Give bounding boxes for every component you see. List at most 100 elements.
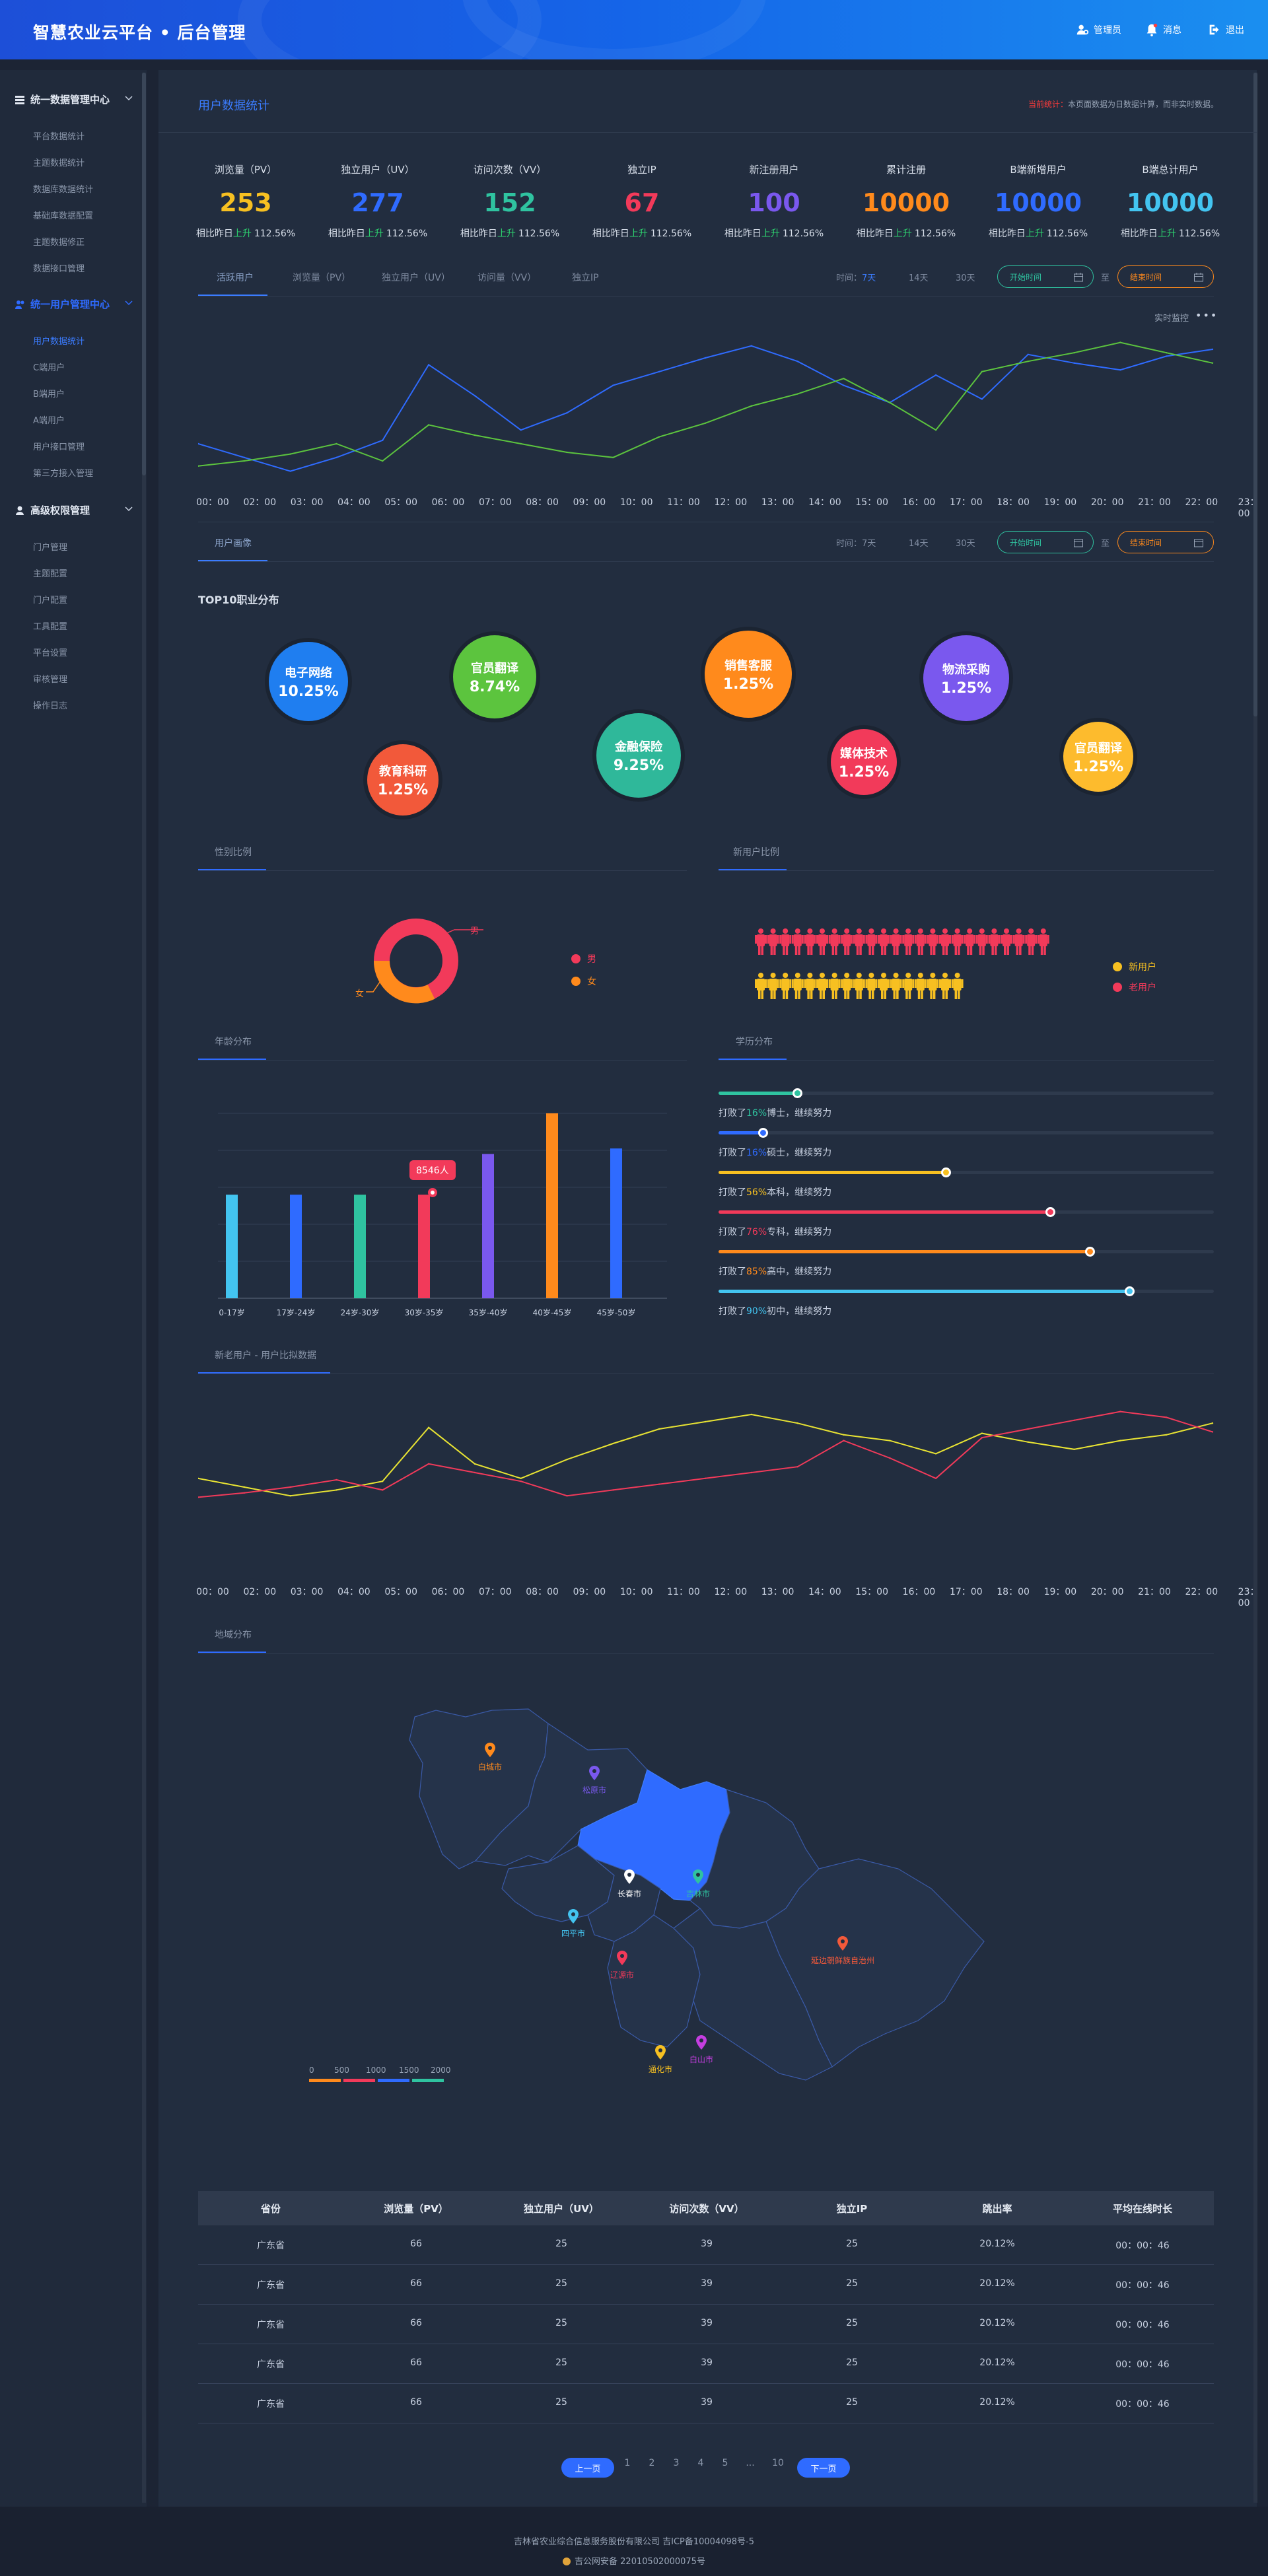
sidebar-item-data-api[interactable]: 数据接口管理 [33,264,85,274]
progress-handle[interactable] [1045,1207,1055,1217]
map-pin-icon[interactable] [568,1909,579,1926]
page-number[interactable]: 2 [649,2458,655,2468]
start-date-button[interactable]: 开始时间 [997,531,1094,553]
page-number[interactable]: 4 [697,2458,704,2468]
compare-percent: 112.56% [254,228,296,239]
series-point [1211,362,1214,364]
series-point [520,1477,522,1479]
page-number[interactable]: 3 [673,2458,680,2468]
map-pin-icon[interactable] [693,1869,703,1887]
person-figure [890,973,902,999]
range-14days[interactable]: 14天 [909,273,929,283]
hour-tick-label: 11：00 [667,497,700,508]
sidebar-item-user-api[interactable]: 用户接口管理 [33,442,85,452]
sidebar-group-permission[interactable]: 高级权限管理 [15,503,133,517]
range-30days[interactable]: 30天 [956,273,975,283]
hour-tick-label: 05：00 [384,1587,418,1597]
page-number[interactable]: 1 [624,2458,631,2468]
sidebar-item-portal-config[interactable]: 门户配置 [33,596,68,606]
tab-pv[interactable]: 浏览量（PV） [293,273,351,283]
table-cell: 66 [410,2318,422,2328]
chevron-down-icon [125,506,133,512]
progress-handle[interactable] [941,1167,951,1177]
sidebar-item-user-stats[interactable]: 用户数据统计 [33,337,85,347]
person-figure [791,973,804,999]
sidebar-item-audit[interactable]: 审核管理 [33,675,68,685]
table-cell: 广东省 [257,2399,285,2410]
progress-fill [719,1210,1051,1214]
tab-ip[interactable]: 独立IP [572,273,599,283]
series-point [796,1466,798,1468]
legend-label: 女 [587,977,596,987]
edu-text-percent: 16% [746,1108,767,1119]
map-pin-icon[interactable] [696,2035,707,2052]
calendar-icon [1194,539,1203,547]
compare-percent: 112.56% [650,228,692,239]
sidebar-group-data-center[interactable]: 统一数据管理中心 [15,92,133,106]
sidebar-item-tool-config[interactable]: 工具配置 [33,622,68,632]
map-pin-icon[interactable] [837,1936,848,1953]
sidebar-item-base-config[interactable]: 基础库数据配置 [33,211,94,221]
tab-vv[interactable]: 访问量（VV） [477,273,537,283]
next-page-button[interactable]: 下一页 [797,2458,850,2478]
col-bounce: 跳出率 [982,2203,1012,2215]
sidebar-item-theme-config[interactable]: 主题配置 [33,569,68,579]
main-scrollbar[interactable] [1253,73,1257,2503]
sidebar-item-db-stats[interactable]: 数据库数据统计 [33,185,94,195]
hour-tick-label: 08：00 [526,1587,559,1597]
sidebar-item-platform-settings[interactable]: 平台设置 [33,648,68,658]
page-number[interactable]: 10 [772,2458,784,2468]
sidebar-scrollbar[interactable] [142,73,146,2503]
sidebar-item-third-party[interactable]: 第三方接入管理 [33,469,94,479]
table-cell: 66 [410,2239,422,2249]
end-date-button[interactable]: 结束时间 [1117,265,1214,288]
map-region-baishan[interactable] [673,1908,833,2081]
map-pin-icon[interactable] [589,1766,600,1783]
series-point [658,436,660,438]
tab-uv[interactable]: 独立用户（UV） [382,273,450,283]
progress-handle[interactable] [757,1128,768,1138]
tab-user-portrait[interactable]: 用户画像 [215,538,252,549]
stat-value: 277 [351,188,404,217]
more-icon[interactable]: ••• [1195,309,1218,322]
sidebar-group-user-center[interactable]: 统一用户管理中心 [15,297,133,311]
end-date-button[interactable]: 结束时间 [1117,531,1214,553]
map-pin-icon[interactable] [617,1951,627,1968]
progress-handle[interactable] [1124,1286,1135,1296]
message-button[interactable]: 消息 [1145,22,1181,37]
scrollbar-thumb[interactable] [142,73,146,475]
sidebar-item-topic-stats[interactable]: 主题数据统计 [33,158,85,168]
sidebar-item-op-log[interactable]: 操作日志 [33,701,68,711]
map-pin-icon[interactable] [624,1869,635,1887]
sidebar-item-platform-stats[interactable]: 平台数据统计 [33,132,85,142]
logout-button[interactable]: 退出 [1207,22,1244,37]
compare-percent: 112.56% [782,228,824,239]
range-30days[interactable]: 30天 [956,539,975,549]
compare-prefix: 相比昨日 [856,228,894,239]
admin-button[interactable]: 管理员 [1075,22,1121,37]
person-figure [988,928,1001,955]
page-number[interactable]: 5 [722,2458,728,2468]
map-pin-icon[interactable] [655,2045,666,2062]
edu-text-percent: 76% [746,1227,767,1237]
sidebar-item-b-users[interactable]: B端用户 [33,390,65,400]
series-point [1211,348,1214,351]
sidebar-item-portal-mgmt[interactable]: 门户管理 [33,543,68,553]
progress-handle[interactable] [792,1088,802,1098]
range-7days[interactable]: 时间：7天 [836,271,876,283]
range-7days[interactable]: 时间：7天 [836,536,876,549]
main-panel [158,70,1257,2507]
sidebar-item-c-users[interactable]: C端用户 [33,363,65,373]
prev-page-button[interactable]: 上一页 [561,2458,614,2478]
hour-tick-label: 03：00 [290,1587,324,1597]
tab-active-users[interactable]: 活跃用户 [217,273,254,283]
start-date-button[interactable]: 开始时间 [997,265,1094,288]
sidebar-item-topic-fix[interactable]: 主题数据修正 [33,238,85,248]
sidebar-item-a-users[interactable]: A端用户 [33,416,65,426]
map-region-tonghua[interactable] [607,1914,701,2048]
series-point [382,1480,384,1482]
map-pin-icon[interactable] [485,1743,495,1760]
range-14days[interactable]: 14天 [909,539,929,549]
progress-handle[interactable] [1084,1247,1095,1257]
scrollbar-thumb[interactable] [1253,73,1257,716]
